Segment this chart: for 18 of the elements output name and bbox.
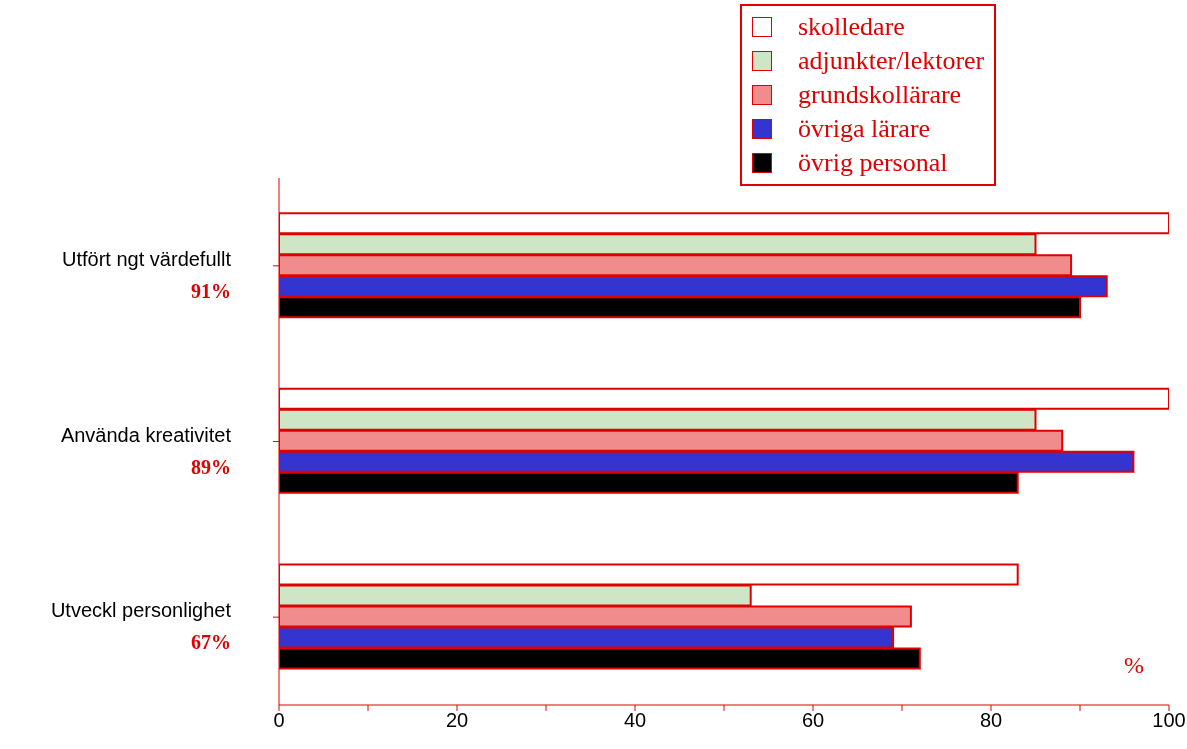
x-tick-label: 0 xyxy=(273,709,285,732)
legend-label: grundskollärare xyxy=(798,79,962,111)
text: 67% xyxy=(191,631,231,654)
y-tick-label: Använda kreativitet xyxy=(60,423,232,446)
x-tick-label: 60 xyxy=(801,709,825,732)
legend-label: övrig personal xyxy=(798,147,948,179)
x-tick-label: 100 xyxy=(1152,709,1186,732)
legend-label: adjunkter/lektorer xyxy=(798,45,985,77)
y-tick-label: Utveckl personlighet xyxy=(50,599,232,622)
text: 91% xyxy=(191,279,231,302)
legend-label: skolledare xyxy=(798,11,905,43)
x-tick-label: 20 xyxy=(445,709,469,732)
x-tick-label: 80 xyxy=(979,709,1003,732)
y-tick-label: Utfört ngt värdefullt xyxy=(62,247,232,270)
x-axis-title: % xyxy=(1124,652,1144,679)
x-tick-label: 40 xyxy=(623,709,647,732)
text: 89% xyxy=(191,455,231,478)
legend-label: övriga lärare xyxy=(798,113,931,145)
